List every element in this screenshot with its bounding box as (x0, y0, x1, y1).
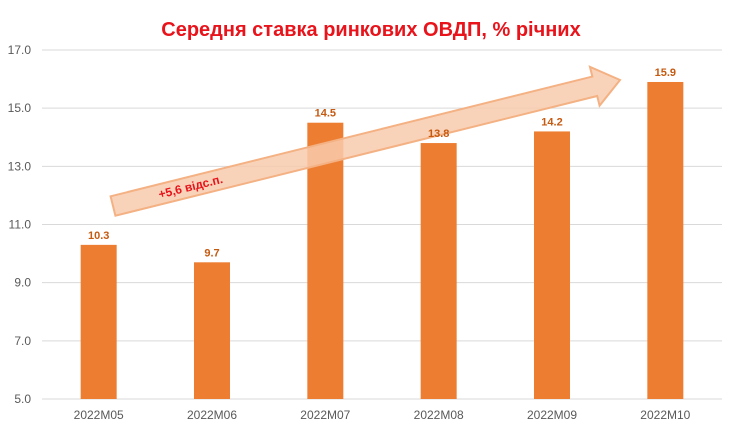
bar (420, 143, 457, 399)
bar (80, 244, 117, 399)
x-tick-label: 2022M10 (640, 408, 690, 422)
bar (194, 262, 230, 399)
bar (307, 122, 344, 399)
x-tick-label: 2022M06 (187, 408, 237, 422)
arrow-body (109, 65, 622, 217)
bar (647, 81, 684, 399)
x-tick-label: 2022M05 (74, 408, 124, 422)
y-tick-label: 5.0 (14, 392, 31, 406)
bars (80, 81, 684, 399)
data-labels: 10.3 9.7 14.5 13.8 14.2 15.9 (88, 67, 676, 259)
y-tick-label: 7.0 (14, 334, 31, 348)
chart-title: Середня ставка ринкових ОВДП, % річних (161, 19, 580, 41)
y-tick-label: 15.0 (8, 101, 32, 115)
y-tick-label: 9.0 (14, 276, 31, 290)
data-label: 10.3 (88, 230, 109, 242)
x-tick-label: 2022M08 (414, 408, 464, 422)
y-axis-ticks: 5.0 7.0 9.0 11.0 13.0 15.0 17.0 (8, 43, 32, 406)
x-tick-label: 2022M07 (300, 408, 350, 422)
x-tick-label: 2022M09 (527, 408, 577, 422)
data-label: 14.2 (541, 116, 562, 128)
data-label: 13.8 (428, 128, 449, 140)
x-axis-ticks: 2022M05 2022M06 2022M07 2022M08 2022M09 2022M… (74, 408, 691, 422)
y-tick-label: 11.0 (9, 218, 32, 232)
data-label: 9.7 (204, 247, 219, 259)
data-label: 15.9 (655, 67, 676, 79)
gridlines (42, 49, 722, 400)
data-label: 14.5 (315, 108, 336, 120)
bar (534, 131, 570, 399)
y-tick-label: 13.0 (8, 159, 32, 173)
y-tick-label: 17.0 (8, 43, 32, 57)
